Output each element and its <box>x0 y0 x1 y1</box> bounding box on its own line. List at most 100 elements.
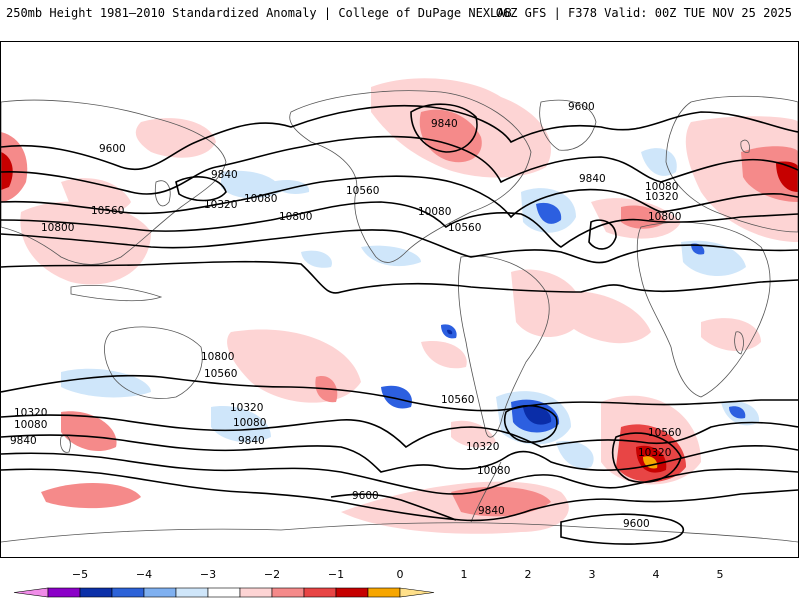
contour-label: 10080 <box>244 193 277 205</box>
contour-label: 9840 <box>579 173 606 185</box>
new-zealand-outline <box>60 435 71 453</box>
contour-label: 10560 <box>448 222 481 234</box>
contour-label: 9840 <box>431 118 458 130</box>
contour-9840-north <box>1 135 798 195</box>
anomaly-neg-pacific-mid <box>221 170 281 199</box>
anomaly-neg-north-atlantic-core <box>536 202 562 224</box>
contour-10080-south <box>1 452 798 495</box>
title-bar: 250mb Height 1981–2010 Standardized Anom… <box>0 0 800 26</box>
anomaly-pos-sw-pacific <box>227 329 361 403</box>
anomaly-neg-south-pacific <box>61 368 151 398</box>
contour-label: 10320 <box>645 191 678 203</box>
run-info: 06Z GFS | F378 Valid: 00Z TUE NOV 25 202… <box>495 6 792 20</box>
anomaly-neg-south-pacific-2 <box>211 406 271 443</box>
europe-outline <box>665 95 798 233</box>
uk-outline <box>740 139 750 153</box>
south-america-outline <box>458 255 550 438</box>
colorbar-arrow-right <box>399 587 435 598</box>
colorbar-tick-label: −5 <box>72 568 88 581</box>
colorbar-tick-label: −3 <box>200 568 216 581</box>
contour-south-indian-low <box>612 432 682 484</box>
anomaly-pos-south-pacific-east <box>421 341 467 369</box>
contour-label: 9600 <box>623 518 650 530</box>
contour-10320-south <box>1 434 798 473</box>
colorbar-segment <box>47 587 81 598</box>
height-contours <box>1 103 798 545</box>
contour-label: 10080 <box>418 206 451 218</box>
contour-label: 10800 <box>201 351 234 363</box>
contour-label: 10800 <box>279 211 312 223</box>
contour-label: 10080 <box>477 465 510 477</box>
colorbar: −5 −4 −3 −2 −1 0 1 2 3 4 5 <box>0 566 800 600</box>
anomaly-neg-pacific-small-core <box>447 329 453 335</box>
contour-10320-north <box>1 201 798 248</box>
contour-atlantic-low <box>588 219 617 250</box>
map-title: 250mb Height 1981–2010 Standardized Anom… <box>6 6 512 20</box>
contour-9840-south <box>1 468 798 522</box>
contour-label: 10560 <box>346 185 379 197</box>
colorbar-segment <box>271 587 305 598</box>
anomaly-pos-antarctic-core <box>451 486 551 517</box>
colorbar-tick-label: 2 <box>525 568 532 581</box>
contour-label: 10080 <box>645 181 678 193</box>
contour-label: 10560 <box>91 205 124 217</box>
colorbar-segment <box>303 587 337 598</box>
contour-9600-south <box>330 493 457 521</box>
positive-anomaly-shading <box>1 78 798 534</box>
contour-labels: 9600 9840 10080 10320 10560 10800 9600 9… <box>10 101 681 530</box>
contour-patagonia-low <box>504 404 558 443</box>
antarctica-outline <box>1 522 798 543</box>
colorbar-segment <box>175 587 209 598</box>
contour-label: 10320 <box>466 441 499 453</box>
contour-label: 10080 <box>14 419 47 431</box>
anomaly-pos-south-atlantic <box>561 291 651 344</box>
contour-9600-antarctic <box>560 513 685 545</box>
anomaly-pos-nw-pacific <box>135 118 216 158</box>
indonesia-outline <box>70 285 163 302</box>
anomaly-neg-far-south-pac <box>556 441 594 469</box>
contour-label: 10560 <box>648 427 681 439</box>
colorbar-segment <box>367 587 401 598</box>
anomaly-neg-south-pac-east <box>381 385 412 409</box>
australia-outline <box>104 326 203 399</box>
contour-canada-ridge <box>410 103 478 153</box>
contour-label: 9600 <box>352 490 379 502</box>
map-panel[interactable]: 9600 9840 10080 10320 10560 10800 9600 9… <box>0 41 799 558</box>
contour-label: 10560 <box>204 368 237 380</box>
contour-label: 9600 <box>99 143 126 155</box>
anomaly-neg-greenland <box>641 148 677 176</box>
contour-label: 9840 <box>478 505 505 517</box>
contour-10560-north <box>1 229 798 264</box>
contour-label: 10320 <box>204 199 237 211</box>
anomaly-neg-indian-south-core <box>729 406 746 419</box>
contour-label: 10320 <box>14 407 47 419</box>
anomaly-pos-west-edge-peak <box>1 152 13 190</box>
colorbar-segment <box>335 587 369 598</box>
contour-label: 10560 <box>441 394 474 406</box>
colorbar-tick-label: −1 <box>328 568 344 581</box>
contour-label: 9840 <box>10 435 37 447</box>
anomaly-neg-mideast-core <box>691 243 705 255</box>
colorbar-segment <box>207 587 241 598</box>
madagascar-outline <box>734 331 744 355</box>
contour-label: 9840 <box>211 169 238 181</box>
contour-nw-pacific-low <box>175 176 227 202</box>
anomaly-neg-patagonia-core <box>523 405 552 425</box>
anomaly-pos-southern-ocean <box>41 482 141 509</box>
asia-outline <box>1 99 227 265</box>
contour-label: 10800 <box>41 222 74 234</box>
contour-label: 10080 <box>233 417 266 429</box>
anomaly-pos-south-america <box>511 269 583 337</box>
colorbar-tick-label: 0 <box>397 568 404 581</box>
colorbar-ticks: −5 −4 −3 −2 −1 0 1 2 3 4 5 <box>72 568 724 581</box>
contour-label: 9600 <box>568 101 595 113</box>
coastlines <box>1 90 798 543</box>
contour-10800-north <box>1 260 798 294</box>
africa-outline <box>636 221 771 398</box>
colorbar-arrow-left <box>13 587 49 598</box>
anomaly-pos-europe-peak <box>776 161 798 192</box>
contour-label: 10320 <box>230 402 263 414</box>
contour-label: 10800 <box>648 211 681 223</box>
anomaly-map: 9600 9840 10080 10320 10560 10800 9600 9… <box>1 78 798 545</box>
colorbar-svg: −5 −4 −3 −2 −1 0 1 2 3 4 5 <box>13 568 724 598</box>
